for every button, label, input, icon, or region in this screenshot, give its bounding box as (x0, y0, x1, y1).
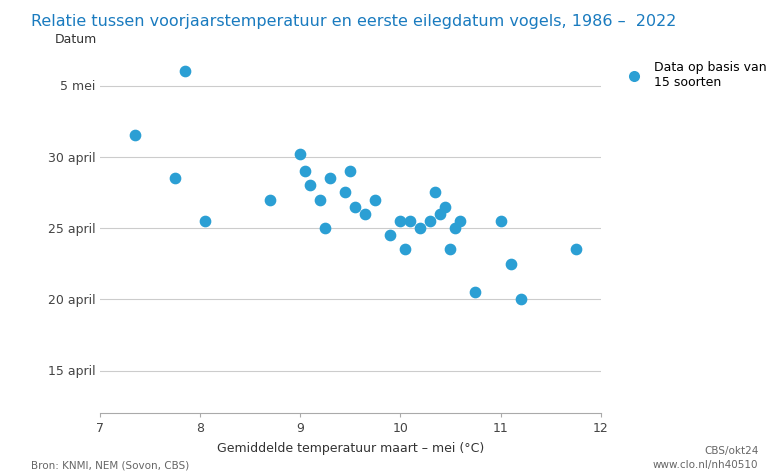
Point (179, 67, 192, 75)
Point (494, 217, 507, 225)
Point (199, 217, 212, 225)
Point (434, 210, 447, 218)
Point (570, 246, 582, 253)
Text: Datum: Datum (55, 33, 97, 47)
Point (339, 189, 351, 196)
Point (400, 246, 412, 253)
Text: Relatie tussen voorjaarstemperatuur en eerste eilegdatum vogels, 1986 –  2022: Relatie tussen voorjaarstemperatuur en e… (31, 14, 676, 29)
Point (320, 224, 332, 232)
X-axis label: Gemiddelde temperatuur maart – mei (°C): Gemiddelde temperatuur maart – mei (°C) (216, 442, 484, 455)
Text: www.clo.nl/nh40510: www.clo.nl/nh40510 (653, 460, 758, 470)
Point (404, 217, 417, 225)
Point (394, 217, 407, 225)
Point (294, 150, 306, 158)
Point (430, 189, 442, 196)
Point (169, 174, 182, 182)
Point (384, 231, 397, 239)
Point (350, 203, 362, 210)
Legend: Data op basis van
15 soorten: Data op basis van 15 soorten (617, 56, 770, 94)
Point (300, 167, 312, 175)
Point (439, 203, 451, 210)
Point (444, 246, 457, 253)
Text: CBS/okt24: CBS/okt24 (704, 446, 758, 456)
Point (504, 260, 517, 267)
Point (454, 217, 467, 225)
Point (264, 196, 276, 203)
Point (414, 224, 427, 232)
Point (344, 167, 357, 175)
Point (129, 132, 142, 139)
Point (324, 174, 336, 182)
Point (360, 210, 372, 218)
Point (370, 196, 382, 203)
Point (424, 217, 437, 225)
Text: Bron: KNMI, NEM (Sovon, CBS): Bron: KNMI, NEM (Sovon, CBS) (31, 460, 189, 470)
Point (470, 288, 482, 296)
Point (304, 181, 316, 189)
Point (450, 224, 462, 232)
Point (514, 295, 527, 303)
Point (314, 196, 326, 203)
